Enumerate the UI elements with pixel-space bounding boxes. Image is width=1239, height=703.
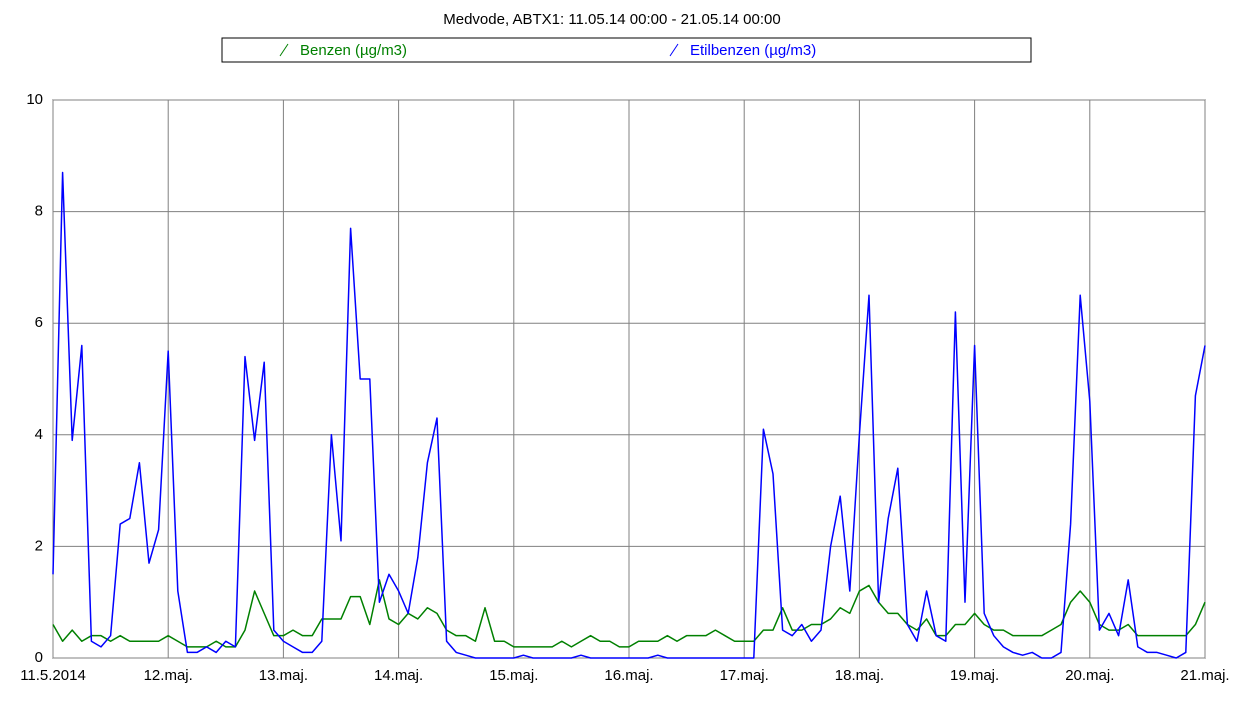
x-tick-label: 21.maj. — [1180, 667, 1229, 684]
y-tick-label: 2 — [35, 537, 43, 554]
x-tick-label: 15.maj. — [489, 667, 538, 684]
series-line — [52, 579, 1206, 648]
x-tick-label: 13.maj. — [259, 667, 308, 684]
legend-box — [221, 37, 1032, 63]
x-tick-label: 16.maj. — [604, 667, 653, 684]
y-tick-label: 10 — [26, 91, 43, 108]
legend-icon — [279, 43, 289, 57]
x-tick-label: 18.maj. — [835, 667, 884, 684]
legend-icon — [669, 43, 679, 57]
x-tick-label: 20.maj. — [1065, 667, 1114, 684]
legend-label: Benzen (µg/m3) — [300, 42, 407, 59]
y-tick-label: 4 — [35, 426, 43, 443]
chart-title: Medvode, ABTX1: 11.05.14 00:00 - 21.05.1… — [443, 11, 780, 28]
y-tick-label: 0 — [35, 649, 43, 666]
x-tick-label: 12.maj. — [144, 667, 193, 684]
series-line — [52, 171, 1206, 659]
x-tick-label: 11.5.2014 — [20, 667, 86, 684]
x-tick-label: 17.maj. — [720, 667, 769, 684]
x-tick-label: 19.maj. — [950, 667, 999, 684]
y-tick-label: 6 — [35, 314, 43, 331]
legend-label: Etilbenzen (µg/m3) — [690, 42, 816, 59]
x-tick-label: 14.maj. — [374, 667, 423, 684]
y-tick-label: 8 — [35, 203, 43, 220]
